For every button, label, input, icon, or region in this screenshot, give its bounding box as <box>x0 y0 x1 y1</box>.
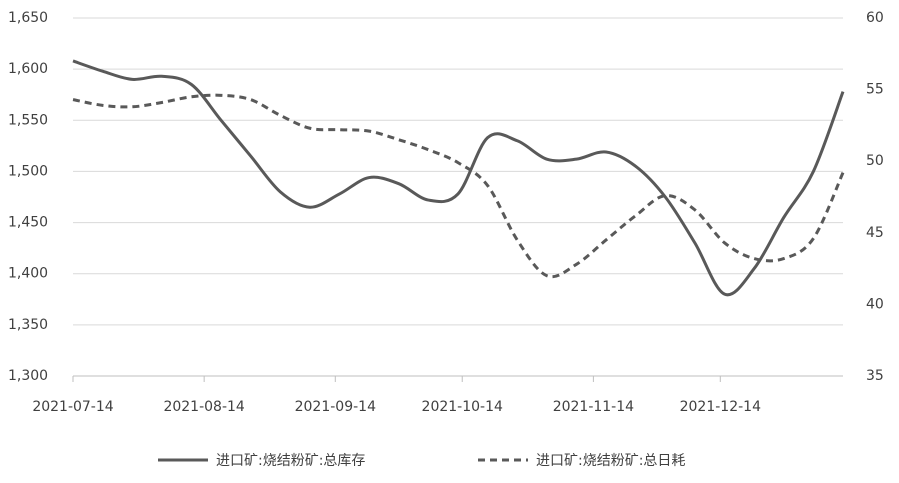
x-tick-label: 2021-12-14 <box>680 399 761 415</box>
y-tick-label: 1,650 <box>8 10 48 26</box>
y-tick-label: 1,500 <box>8 163 48 179</box>
x-tick-label: 2021-11-14 <box>553 399 634 415</box>
y2-tick-label: 55 <box>866 82 884 98</box>
y-tick-label: 1,450 <box>8 215 48 231</box>
x-tick-label: 2021-09-14 <box>295 399 376 415</box>
y2-tick-label: 35 <box>866 368 884 384</box>
series-line <box>72 93 845 279</box>
y-tick-label: 1,300 <box>8 368 48 384</box>
y2-tick-label: 40 <box>866 296 884 312</box>
series-line <box>72 59 845 297</box>
y2-tick-label: 45 <box>866 225 884 241</box>
y2-tick-label: 50 <box>866 153 884 169</box>
x-tick-label: 2021-07-14 <box>32 399 113 415</box>
y-tick-label: 1,350 <box>8 317 48 333</box>
legend-label: 进口矿:烧结粉矿:总日耗 <box>536 453 685 469</box>
y-tick-label: 1,600 <box>8 61 48 77</box>
y2-tick-label: 60 <box>866 10 884 26</box>
x-tick-label: 2021-08-14 <box>163 399 244 415</box>
y-tick-label: 1,400 <box>8 266 48 282</box>
legend-label: 进口矿:烧结粉矿:总库存 <box>216 453 365 469</box>
x-tick-label: 2021-10-14 <box>422 399 503 415</box>
y-tick-label: 1,550 <box>8 112 48 128</box>
